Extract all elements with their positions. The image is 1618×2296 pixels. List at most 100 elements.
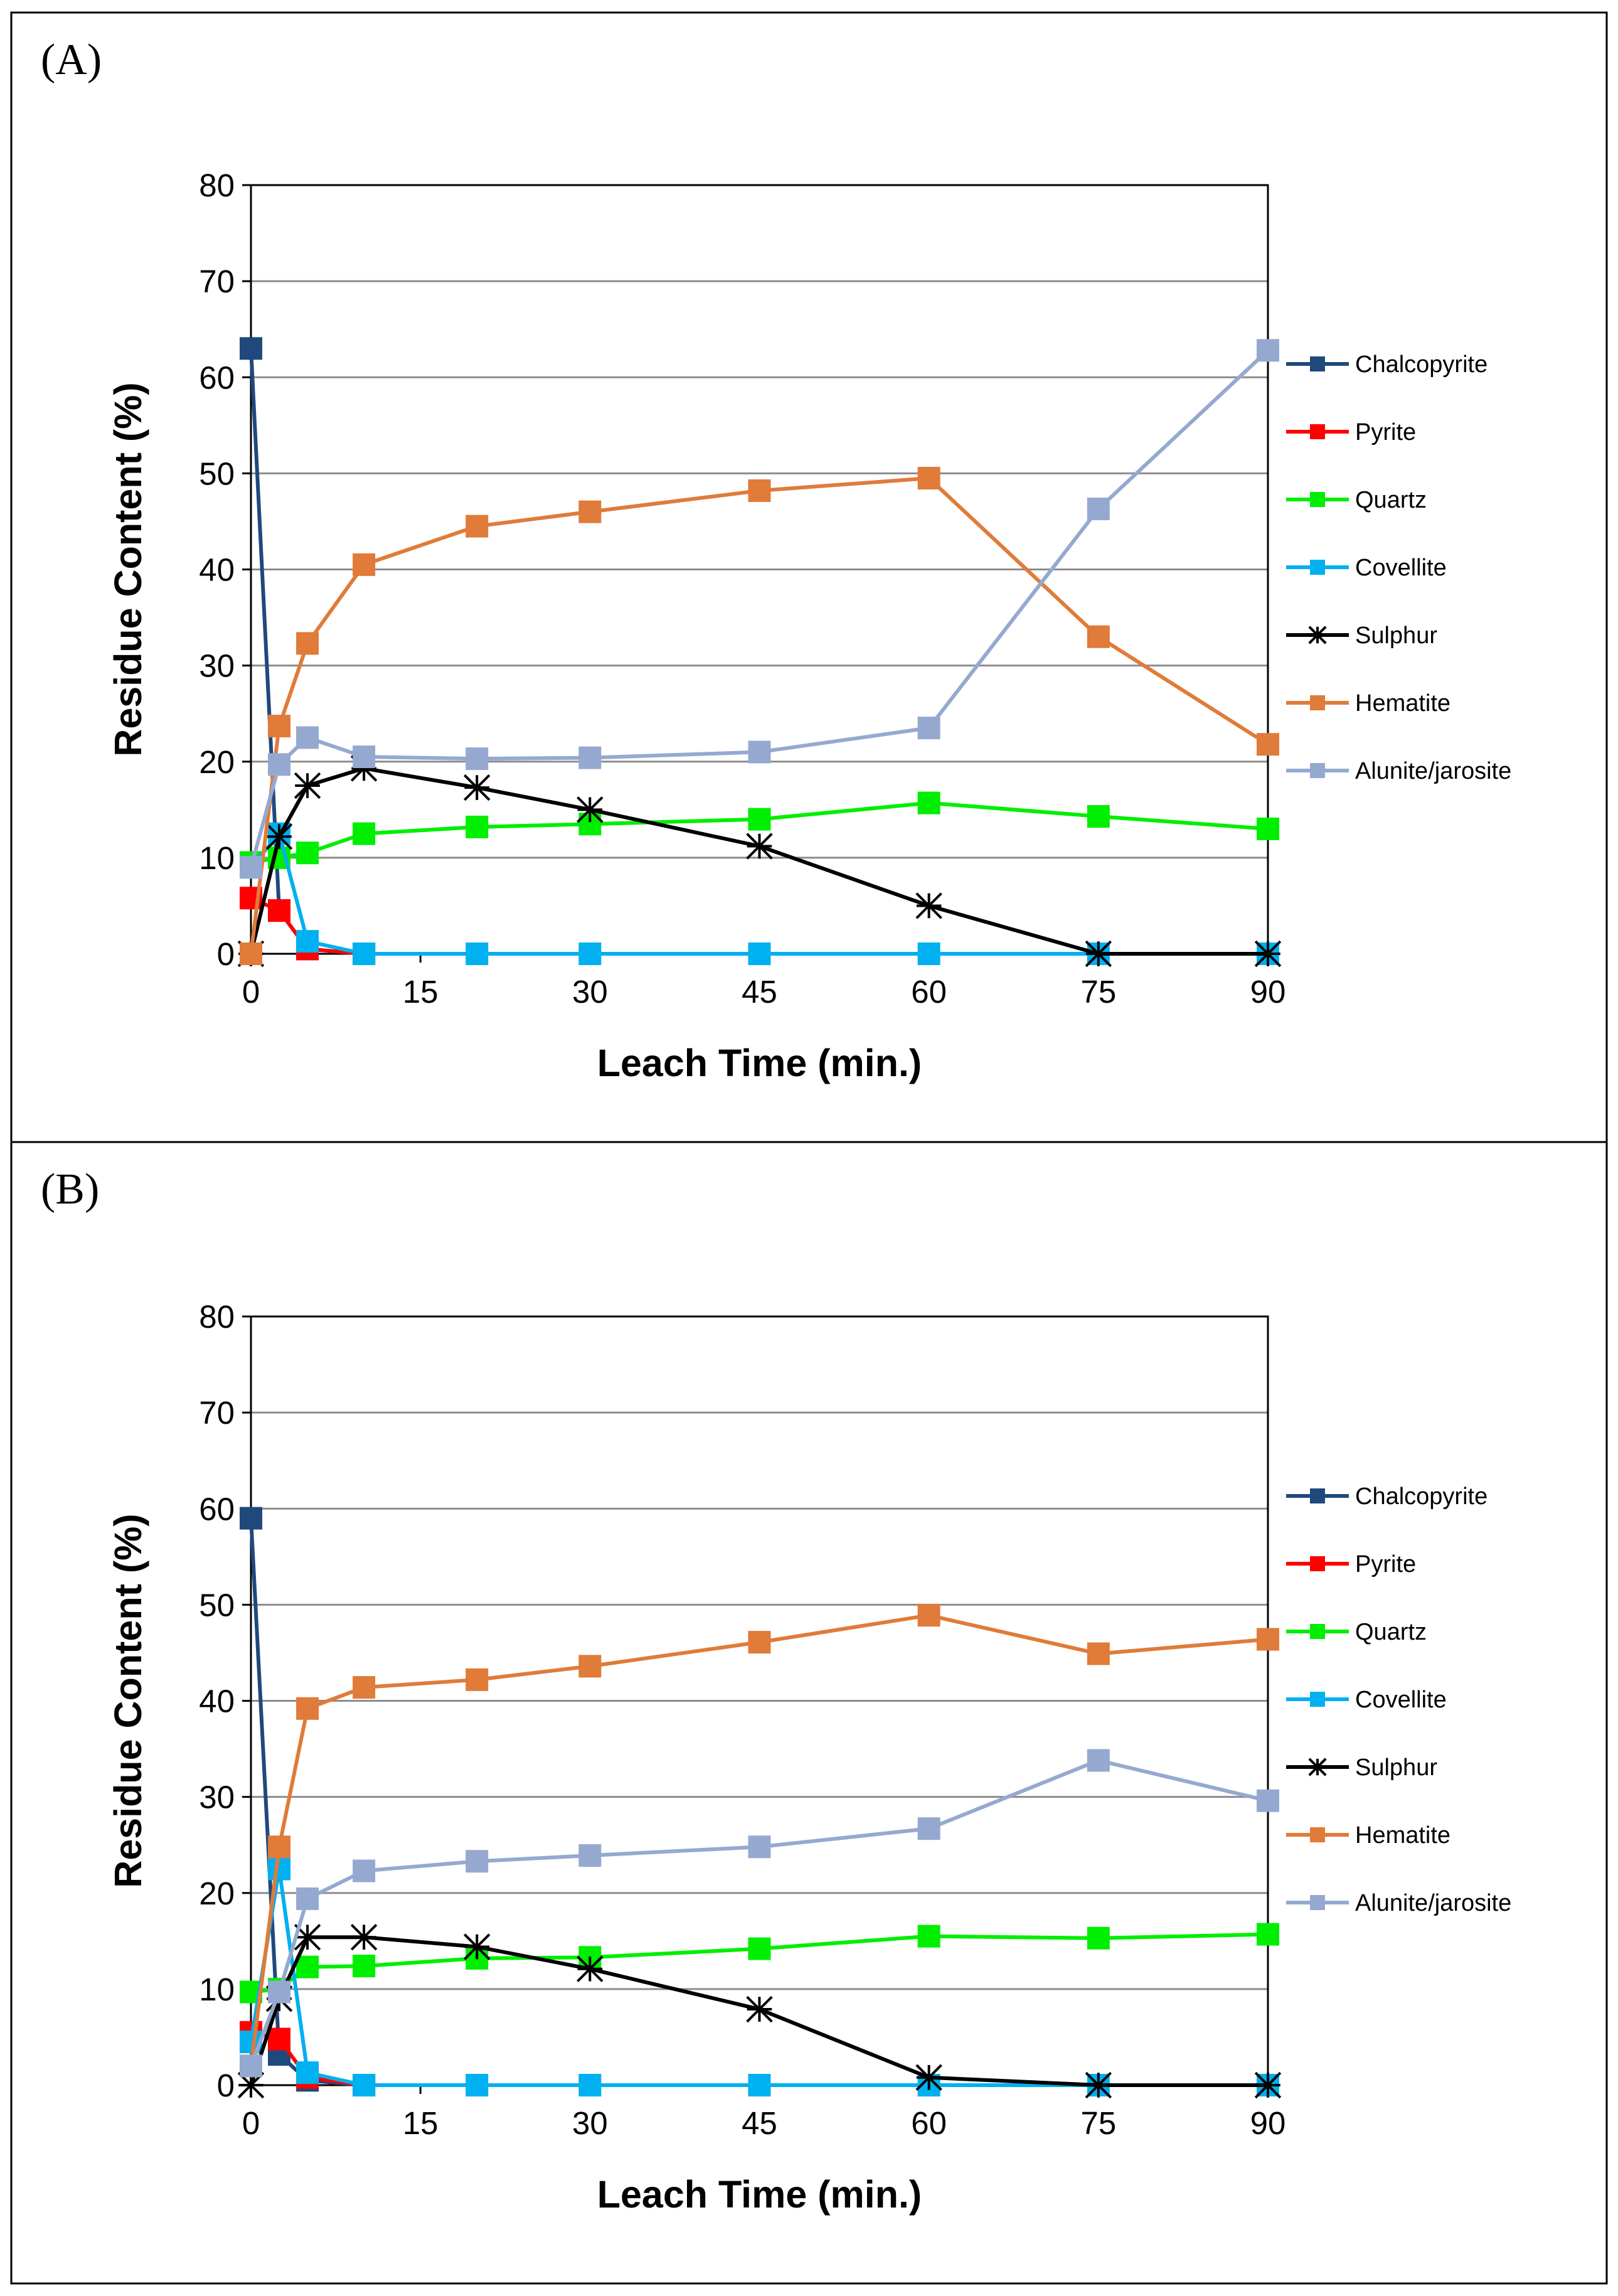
- data-point-alunite-jarosite: [268, 1980, 291, 2004]
- legend: Chalcopyrite Pyrite Quartz Covellite Sulphur…: [1286, 351, 1511, 784]
- legend-swatch-marker: [1310, 1827, 1325, 1842]
- data-point-hematite: [240, 942, 262, 965]
- legend-item-hematite: Hematite: [1286, 1822, 1450, 1849]
- x-axis-title: Leach Time (min.): [597, 1042, 922, 1084]
- data-point-hematite: [466, 1668, 489, 1691]
- data-point-sulphur: [464, 774, 491, 801]
- legend-label: Chalcopyrite: [1355, 1483, 1488, 1510]
- data-point-alunite-jarosite: [240, 856, 262, 879]
- legend-label: Quartz: [1355, 1619, 1427, 1645]
- series-line-covellite: [249, 831, 1268, 956]
- series-line-sulphur: [249, 766, 1268, 956]
- data-point-sulphur: [915, 892, 942, 919]
- data-point-hematite: [578, 1655, 602, 1678]
- legend-label: Hematite: [1355, 1822, 1450, 1849]
- y-tick-label: 0: [217, 936, 235, 972]
- series-line-quartz: [250, 801, 1269, 865]
- legend-label: Sulphur: [1355, 622, 1437, 649]
- data-point-hematite: [268, 1835, 291, 1859]
- data-point-alunite-jarosite: [353, 1859, 376, 1882]
- x-tick-label: 45: [742, 2105, 777, 2141]
- series-line-pyrite: [250, 896, 365, 956]
- data-point-covellite: [296, 930, 319, 953]
- data-point-covellite: [917, 942, 940, 965]
- data-point-hematite: [466, 515, 489, 538]
- y-tick-label: 60: [199, 1491, 235, 1527]
- data-point-sulphur: [577, 1955, 604, 1982]
- legend-swatch-marker: [1310, 560, 1325, 575]
- data-point-sulphur: [915, 2064, 942, 2091]
- data-point-covellite: [748, 942, 771, 965]
- data-point-quartz: [1257, 817, 1279, 840]
- data-point-sulphur: [746, 1995, 773, 2023]
- y-tick-label: 80: [199, 1299, 235, 1335]
- data-point-covellite: [296, 2061, 319, 2085]
- legend-item-quartz: Quartz: [1286, 487, 1427, 513]
- data-point-hematite: [296, 632, 319, 655]
- legend: Chalcopyrite Pyrite Quartz Covellite Sulphur…: [1286, 1483, 1511, 1916]
- data-point-alunite-jarosite: [578, 1844, 602, 1867]
- data-point-hematite: [578, 500, 602, 523]
- legend-swatch-marker: [1310, 1895, 1325, 1910]
- y-tick-label: 20: [199, 744, 235, 780]
- data-point-alunite-jarosite: [1257, 1789, 1279, 1812]
- data-point-hematite: [917, 467, 940, 490]
- x-tick-label: 30: [572, 974, 608, 1010]
- data-point-alunite-jarosite: [268, 753, 291, 776]
- data-point-hematite: [296, 1697, 319, 1720]
- x-tick-label: 90: [1250, 2105, 1286, 2141]
- series-line-pyrite: [250, 2030, 365, 2087]
- x-tick-label: 15: [403, 2105, 439, 2141]
- legend-label: Alunite/jarosite: [1355, 758, 1511, 784]
- data-point-quartz: [1087, 1926, 1110, 1950]
- legend-label: Covellite: [1355, 1687, 1447, 1713]
- x-axis-title: Leach Time (min.): [597, 2173, 922, 2216]
- data-point-sulphur: [1085, 2071, 1112, 2099]
- panel-label: (A): [41, 36, 102, 84]
- data-point-sulphur: [294, 772, 321, 799]
- y-tick-label: 10: [199, 1972, 235, 2007]
- data-point-quartz: [1087, 805, 1110, 828]
- data-point-hematite: [748, 479, 771, 502]
- x-tick-label: 0: [242, 974, 260, 1010]
- panel-b: (B) 0 10 20 30 40 50 60 70 80 0 15 30 45 60 75 90 Leach T…: [10, 1141, 1608, 2285]
- data-point-quartz: [1257, 1923, 1279, 1946]
- legend-swatch-marker: [1310, 695, 1325, 710]
- x-tick-label: 75: [1080, 2105, 1116, 2141]
- legend-swatch-marker: [1310, 492, 1325, 507]
- series-hematite: [240, 1604, 1279, 2078]
- data-point-covellite: [353, 942, 376, 965]
- y-tick-label: 60: [199, 360, 235, 395]
- data-point-alunite-jarosite: [917, 1817, 940, 1840]
- data-point-chalcopyrite: [240, 337, 262, 360]
- y-tick-label: 30: [199, 1780, 235, 1815]
- legend-item-pyrite: Pyrite: [1286, 1551, 1416, 1578]
- x-tick-label: 0: [242, 2105, 260, 2141]
- data-point-alunite-jarosite: [1257, 339, 1279, 362]
- data-point-hematite: [748, 1631, 771, 1654]
- data-point-covellite: [466, 942, 489, 965]
- legend-swatch-marker: [1310, 1556, 1325, 1571]
- data-point-quartz: [917, 791, 940, 814]
- x-tick-label: 90: [1250, 974, 1286, 1010]
- y-axis-title: Residue Content (%): [107, 1514, 149, 1888]
- legend-item-covellite: Covellite: [1286, 1687, 1447, 1713]
- panel-frame: [10, 1141, 1608, 2285]
- x-tick-label: 30: [572, 2105, 608, 2141]
- y-tick-label: 80: [199, 168, 235, 203]
- data-point-sulphur: [265, 823, 293, 850]
- x-tick-label: 60: [911, 974, 947, 1010]
- data-point-covellite: [578, 942, 602, 965]
- legend-item-hematite: Hematite: [1286, 690, 1450, 717]
- legend-swatch-marker: [1310, 356, 1325, 371]
- y-tick-label: 50: [199, 456, 235, 491]
- data-point-alunite-jarosite: [296, 726, 319, 749]
- y-tick-label: 50: [199, 1587, 235, 1623]
- x-tick-label: 15: [403, 974, 439, 1010]
- panel-a: (A) 0 10 20 30 40 50 60 70 80 0 15 30 45 60 75 90 Leach T…: [10, 11, 1608, 1143]
- legend-label: Pyrite: [1355, 1551, 1416, 1578]
- legend-swatch-marker: [1310, 763, 1325, 778]
- data-point-quartz: [917, 1925, 940, 1948]
- legend-swatch-marker: [1310, 1692, 1325, 1707]
